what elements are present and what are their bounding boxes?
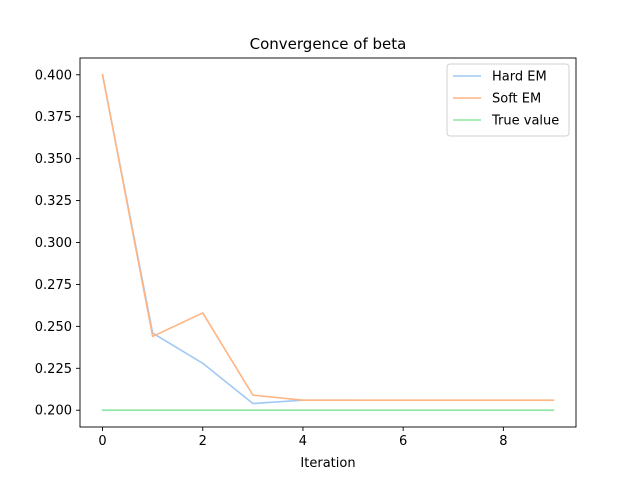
x-axis-label: Iteration [300,456,355,471]
y-tick-label: 0.350 [35,152,72,167]
y-tick-label: 0.200 [35,404,72,419]
legend: Hard EM Soft EM True value [446,63,570,137]
y-tick-label: 0.250 [35,320,72,335]
y-tick-label: 0.300 [35,236,72,251]
legend-label: Soft EM [492,92,541,107]
x-tick-label: 2 [199,434,207,449]
y-tick-label: 0.400 [35,68,72,83]
y-tick-label: 0.275 [35,278,72,293]
x-tick-label: 8 [499,434,507,449]
x-tick-label: 0 [98,434,106,449]
x-tick-label: 6 [399,434,407,449]
legend-label: Hard EM [492,70,547,85]
chart-title: Convergence of beta [250,35,407,53]
x-tick-label: 4 [299,434,307,449]
y-tick-label: 0.225 [35,362,72,377]
y-tick-label: 0.375 [35,110,72,125]
series-line-soft-em [101,73,555,401]
plot-area: 0 2 4 6 8 0.200 0.225 0.250 0.275 0.300 0.325 0.350… [35,57,577,449]
legend-box [446,63,570,137]
y-tick-label: 0.325 [35,194,72,209]
legend-label: True value [491,114,559,129]
